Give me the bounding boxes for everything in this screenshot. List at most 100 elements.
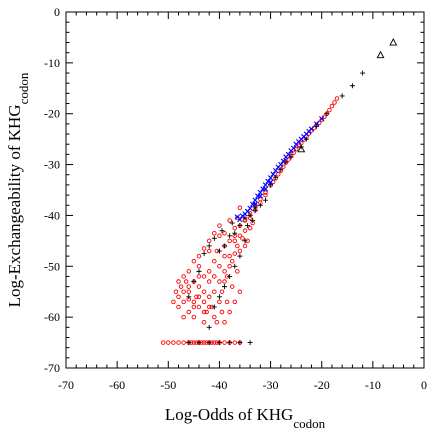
circle-point	[237, 233, 243, 239]
plus-point	[360, 70, 366, 76]
axis-ticks	[65, 11, 425, 369]
tick-labels: -70 -60 -50 -40 -30 -20 -10 0 0 -10 -20 -30 -40 -50 -6…	[44, 5, 427, 392]
circle-point	[214, 319, 220, 325]
plus-point	[227, 273, 233, 279]
circle-point	[227, 218, 232, 223]
circle-point	[183, 279, 189, 284]
plus-point	[186, 340, 192, 346]
plus-point	[247, 340, 253, 346]
circle-point	[322, 114, 327, 120]
circle-point	[232, 251, 238, 256]
circle-point	[194, 294, 199, 300]
x-point	[257, 193, 264, 199]
y-tick-label: -60	[44, 310, 60, 324]
circle-point	[196, 294, 202, 300]
circle-point	[291, 150, 296, 156]
circle-point	[186, 289, 191, 294]
plus-point	[229, 220, 235, 226]
x-tick-label: -20	[314, 378, 330, 392]
plus-point	[237, 223, 243, 229]
circle-point	[240, 236, 245, 241]
circle-point	[222, 279, 227, 284]
circle-point	[201, 274, 207, 279]
circle-point	[224, 299, 230, 305]
plus-point	[211, 304, 217, 310]
circle-point	[206, 304, 212, 310]
data-points	[160, 38, 398, 346]
plus-point	[196, 340, 202, 346]
circle-point	[171, 299, 176, 305]
circle-point	[201, 289, 207, 294]
circle-point	[227, 309, 232, 315]
y-tick-label: -30	[44, 158, 60, 172]
circle-point	[232, 340, 238, 345]
triangle-point	[376, 50, 385, 59]
circle-point	[181, 299, 186, 305]
circle-point	[201, 319, 207, 325]
plus-point	[216, 294, 222, 300]
circle-point	[178, 284, 184, 289]
circle-point	[242, 243, 248, 249]
circle-point	[196, 274, 202, 279]
circle-point	[181, 289, 186, 294]
plus-point	[262, 197, 268, 203]
circle-point	[263, 190, 268, 195]
x-point	[313, 121, 320, 127]
y-tick-label: -20	[44, 107, 60, 121]
circle-point	[219, 309, 225, 315]
circle-point	[171, 340, 176, 345]
circle-point	[327, 107, 332, 113]
triangle-point	[389, 38, 398, 46]
circle-point	[263, 192, 268, 198]
circle-point	[286, 157, 291, 162]
x-point	[262, 186, 269, 192]
x-point	[239, 213, 246, 219]
plus-point	[206, 243, 212, 249]
x-point	[280, 158, 287, 164]
circle-point	[319, 117, 324, 123]
plus-point	[232, 230, 238, 236]
plus-point	[222, 284, 228, 290]
circle-point	[222, 319, 227, 325]
x-tick-label: -10	[365, 378, 381, 392]
x-point	[234, 214, 241, 220]
circle-point	[201, 340, 207, 345]
x-tick-label: -30	[263, 378, 279, 392]
circle-point	[217, 223, 222, 228]
circle-point	[334, 96, 340, 101]
plus-point	[206, 324, 212, 330]
circle-point	[191, 314, 197, 320]
circle-point	[191, 340, 197, 345]
x-point	[283, 154, 289, 160]
circle-point	[212, 274, 217, 279]
circle-point	[232, 238, 238, 244]
x-point	[252, 201, 258, 207]
circle-point	[247, 225, 253, 231]
x-point	[272, 167, 279, 174]
circle-point	[181, 274, 186, 279]
plus-point	[201, 251, 207, 257]
y-tick-label: -70	[44, 361, 60, 375]
circle-point	[227, 253, 232, 259]
y-tick-label: -40	[44, 208, 60, 222]
plus-point	[339, 93, 345, 99]
circle-point	[186, 309, 191, 315]
circle-point	[206, 269, 212, 274]
plus-point	[191, 279, 197, 285]
circle-point	[206, 279, 212, 284]
circle-point	[212, 289, 217, 294]
x-tick-label: -70	[58, 378, 74, 392]
plus-point	[245, 223, 251, 229]
x-tick-label: -60	[109, 378, 125, 392]
circle-point	[196, 284, 202, 289]
x-point	[293, 141, 299, 147]
plus-point	[227, 233, 233, 239]
circle-point	[212, 258, 217, 264]
circle-point	[173, 289, 179, 294]
plus-point	[222, 243, 228, 249]
y-axis-label: Log-Exchangeability of KHGcodon	[5, 72, 31, 307]
circle-point	[212, 314, 217, 320]
circle-point	[212, 340, 217, 345]
circle-point	[242, 228, 248, 233]
